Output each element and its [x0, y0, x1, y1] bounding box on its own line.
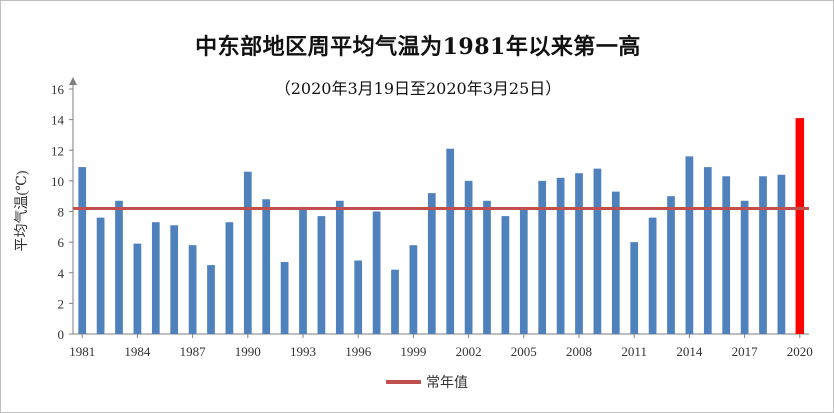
x-tick-label: 1987 — [180, 344, 207, 359]
bar — [667, 196, 675, 334]
bar — [464, 180, 473, 334]
bar — [225, 222, 234, 334]
bar — [759, 176, 767, 334]
bar-highlight — [795, 118, 805, 334]
bar — [207, 265, 215, 334]
bar — [299, 206, 307, 334]
bar — [280, 262, 289, 334]
bar — [78, 167, 87, 334]
x-tick-label: 1990 — [235, 344, 261, 359]
bar — [446, 148, 455, 334]
x-ticks: 1981 1984 1987 1990 1993 1996 1999 2002 2005 2008… — [69, 334, 813, 359]
x-tick-label: 1996 — [345, 344, 372, 359]
bar — [170, 225, 179, 334]
y-tick-label: 6 — [58, 235, 65, 250]
y-axis-label: 平均气温(℃) — [14, 170, 30, 251]
x-tick-label: 2020 — [787, 344, 813, 359]
bar — [372, 211, 381, 334]
axes — [69, 77, 809, 335]
chart-subtitle: （2020年3月19日至2020年3月25日） — [274, 79, 562, 98]
x-tick-label: 2005 — [511, 344, 537, 359]
bar — [575, 173, 583, 334]
bar — [593, 168, 602, 334]
bar — [483, 200, 491, 334]
y-tick-label: 8 — [58, 205, 65, 220]
bar — [556, 177, 565, 334]
x-tick-label: 1999 — [400, 344, 426, 359]
bar — [354, 260, 363, 334]
bars — [78, 118, 805, 334]
bar — [722, 176, 731, 334]
y-tick-label: 4 — [58, 266, 65, 281]
x-tick-label: 1984 — [124, 344, 151, 359]
bar — [188, 245, 197, 334]
legend-label: 常年值 — [426, 375, 468, 391]
y-tick-label: 10 — [51, 174, 64, 189]
y-axis-label-group: 平均气温(℃) — [14, 170, 30, 251]
x-tick-label: 1993 — [290, 344, 316, 359]
bar — [538, 180, 547, 334]
bar — [648, 217, 657, 334]
y-tick-label: 12 — [51, 143, 64, 158]
y-tick-label: 16 — [51, 82, 65, 97]
x-tick-label: 2002 — [456, 344, 482, 359]
bar — [427, 193, 436, 334]
x-tick-label: 1981 — [69, 344, 95, 359]
chart-title: 中东部地区周平均气温为1981年以来第一高 — [195, 34, 641, 60]
x-tick-label: 2011 — [621, 344, 647, 359]
bar — [611, 191, 620, 334]
bar — [630, 242, 639, 334]
bar — [133, 243, 142, 334]
bar — [115, 200, 123, 334]
bar — [685, 156, 694, 334]
bar — [519, 209, 528, 334]
bar — [391, 269, 399, 334]
x-tick-label: 2014 — [676, 344, 703, 359]
bar — [501, 216, 510, 334]
bar — [317, 216, 326, 334]
bar — [777, 174, 786, 334]
y-tick-label: 14 — [51, 113, 65, 128]
bar — [335, 200, 344, 334]
legend: 常年值 — [386, 375, 468, 391]
bar — [409, 245, 418, 334]
bar — [703, 167, 712, 334]
y-ticks: 0 2 4 6 8 10 12 14 16 — [51, 82, 73, 342]
y-axis-arrow — [69, 77, 77, 85]
x-tick-label: 2017 — [732, 344, 759, 359]
y-tick-label: 2 — [58, 296, 65, 311]
x-tick-label: 2008 — [566, 344, 592, 359]
bar — [243, 171, 252, 334]
bar — [740, 200, 749, 334]
bar — [262, 199, 271, 334]
bar — [151, 222, 160, 334]
y-tick-label: 0 — [58, 327, 65, 342]
bar — [96, 217, 105, 334]
